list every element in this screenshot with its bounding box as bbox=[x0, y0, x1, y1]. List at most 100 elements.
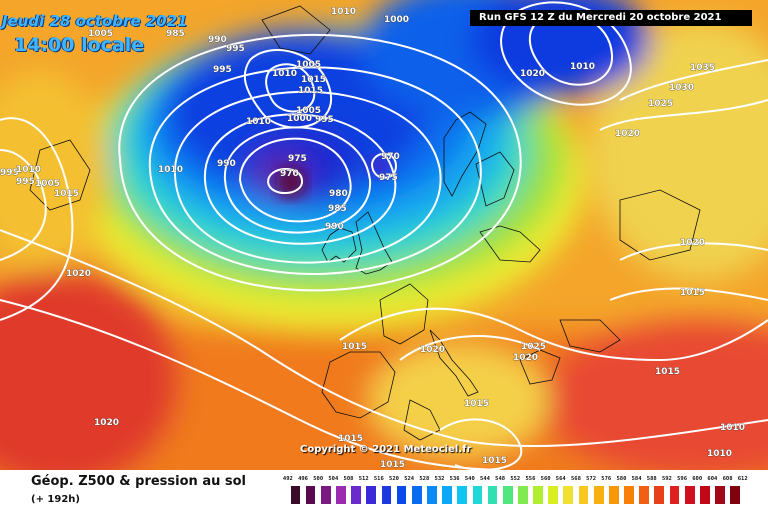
scale-tick-label: 596 bbox=[677, 476, 688, 482]
scale-tick-label: 544 bbox=[480, 476, 490, 482]
scale-color-cell bbox=[638, 485, 651, 505]
scale-tick-label: 576 bbox=[601, 476, 612, 482]
isobar-label: 1020 bbox=[66, 269, 91, 279]
isobar-label: 1015 bbox=[342, 342, 367, 352]
scale-color-cell bbox=[304, 485, 317, 505]
isobar-label: 995 bbox=[315, 115, 334, 125]
isobar-label: 1020 bbox=[520, 69, 545, 79]
scale-color-cell bbox=[517, 485, 529, 505]
scale-tick-label: 568 bbox=[570, 476, 581, 482]
isobar-label: 1010 bbox=[158, 165, 183, 175]
scale-tick-label: 604 bbox=[707, 476, 718, 482]
scale-tick-label: 516 bbox=[373, 476, 384, 482]
isobar-label: 1010 bbox=[331, 7, 356, 17]
scale-color-cell bbox=[668, 485, 681, 505]
scale-tick-label: 496 bbox=[298, 476, 308, 482]
scale-color-cell bbox=[698, 485, 711, 505]
isobar-label: 985 bbox=[166, 29, 185, 39]
scale-color-cell bbox=[350, 485, 362, 505]
scale-color-cell bbox=[501, 485, 514, 505]
run-info-banner: Run GFS 12 Z du Mercredi 20 octobre 2021 bbox=[470, 10, 752, 26]
isobar-label: 995 bbox=[226, 44, 245, 54]
isobar-label: 1010 bbox=[720, 423, 745, 433]
scale-tick-label: 560 bbox=[540, 476, 551, 482]
isobar-label: 975 bbox=[379, 173, 398, 183]
scale-tick-label: 528 bbox=[419, 476, 430, 482]
isobar-label: 1010 bbox=[246, 117, 271, 127]
scale-color-cell bbox=[562, 485, 575, 505]
scale-tick-label: 600 bbox=[692, 476, 703, 482]
isobar-label: 1015 bbox=[301, 75, 326, 85]
scale-tick-label: 520 bbox=[389, 476, 399, 482]
isobar-label: 1035 bbox=[690, 63, 715, 73]
scale-tick-label: 536 bbox=[449, 476, 460, 482]
isobar-label: 1005 bbox=[35, 179, 60, 189]
scale-color-cell bbox=[714, 485, 726, 505]
isobar-label: 1010 bbox=[707, 449, 732, 459]
isobar-label: 1015 bbox=[680, 288, 705, 298]
legend-footer: Géop. Z500 & pression au sol (+ 192h) 49… bbox=[0, 470, 768, 512]
forecast-map: 1010 1000 1005 985 990 995 995 1005 1010 1015 1015… bbox=[0, 0, 768, 470]
scale-tick-label: 556 bbox=[525, 476, 536, 482]
isobar-label: 980 bbox=[329, 189, 348, 199]
isobar-label: 1030 bbox=[669, 83, 694, 93]
isobar-lines bbox=[0, 1, 768, 470]
isobar-label: 970 bbox=[280, 169, 299, 179]
scale-tick-label: 524 bbox=[404, 476, 415, 482]
scale-color-cell bbox=[441, 485, 453, 505]
isobar-label: 1015 bbox=[464, 399, 489, 409]
isobar-label: 1025 bbox=[521, 342, 546, 352]
isobar-label: 1000 bbox=[287, 114, 312, 124]
geopotential-field bbox=[0, 0, 768, 470]
color-scale: 492 496 500 504 508 512 516 520 524 528 532 536 540 5… bbox=[282, 476, 752, 506]
isobar-label: 970 bbox=[381, 152, 400, 162]
scale-color-cell bbox=[456, 485, 469, 505]
scale-color-cell bbox=[410, 485, 423, 505]
scale-tick-label: 540 bbox=[464, 476, 475, 482]
scale-tick-label: 532 bbox=[434, 476, 445, 482]
scale-color-cell bbox=[532, 485, 544, 505]
scale-tick-label: 612 bbox=[737, 476, 748, 482]
scale-color-cell bbox=[623, 485, 635, 505]
scale-tick-label: 580 bbox=[616, 476, 627, 482]
scale-color-cell bbox=[289, 485, 302, 505]
forecast-time-label: 14:00 locale bbox=[14, 34, 145, 56]
scale-color-cell bbox=[653, 485, 666, 505]
isobar-label: 1010 bbox=[272, 69, 297, 79]
scale-color-cell bbox=[607, 485, 620, 505]
isobar-label: 1010 bbox=[570, 62, 595, 72]
legend-title: Géop. Z500 & pression au sol bbox=[31, 474, 246, 489]
scale-color-cell bbox=[471, 485, 484, 505]
scale-tick-label: 500 bbox=[313, 476, 324, 482]
isobar-label: 995 bbox=[16, 177, 35, 187]
scale-color-cell bbox=[729, 485, 741, 505]
copyright-label: Copyright © 2021 Meteociel.fr bbox=[300, 444, 472, 455]
isobar-label: 1020 bbox=[513, 353, 538, 363]
scale-color-cell bbox=[577, 485, 590, 505]
isobar-label: 1015 bbox=[54, 189, 79, 199]
scale-tick-label: 592 bbox=[661, 476, 672, 482]
isobar-label: 1015 bbox=[298, 86, 323, 96]
legend-subtitle: (+ 192h) bbox=[31, 494, 80, 505]
isobar-label: 985 bbox=[328, 204, 347, 214]
scale-tick-label: 548 bbox=[495, 476, 506, 482]
isobar-label: 1005 bbox=[296, 60, 321, 70]
isobar-label: 1015 bbox=[338, 434, 363, 444]
isobar-label: 975 bbox=[288, 154, 307, 164]
isobar-label: 1000 bbox=[384, 15, 409, 25]
isobar-label: 1010 bbox=[16, 165, 41, 175]
isobar-label: 1020 bbox=[94, 418, 119, 428]
isobar-label: 990 bbox=[325, 222, 344, 232]
scale-color-cell bbox=[683, 485, 696, 505]
scale-color-cell bbox=[486, 485, 499, 505]
scale-color-cell bbox=[319, 485, 332, 505]
isobar-label: 1020 bbox=[615, 129, 640, 139]
scale-color-cell bbox=[380, 485, 393, 505]
scale-color-cell bbox=[365, 485, 378, 505]
isobar-label: 1015 bbox=[482, 456, 507, 466]
scale-tick-label: 508 bbox=[343, 476, 354, 482]
isobar-label: 1015 bbox=[380, 460, 405, 470]
scale-color-cell bbox=[335, 485, 347, 505]
